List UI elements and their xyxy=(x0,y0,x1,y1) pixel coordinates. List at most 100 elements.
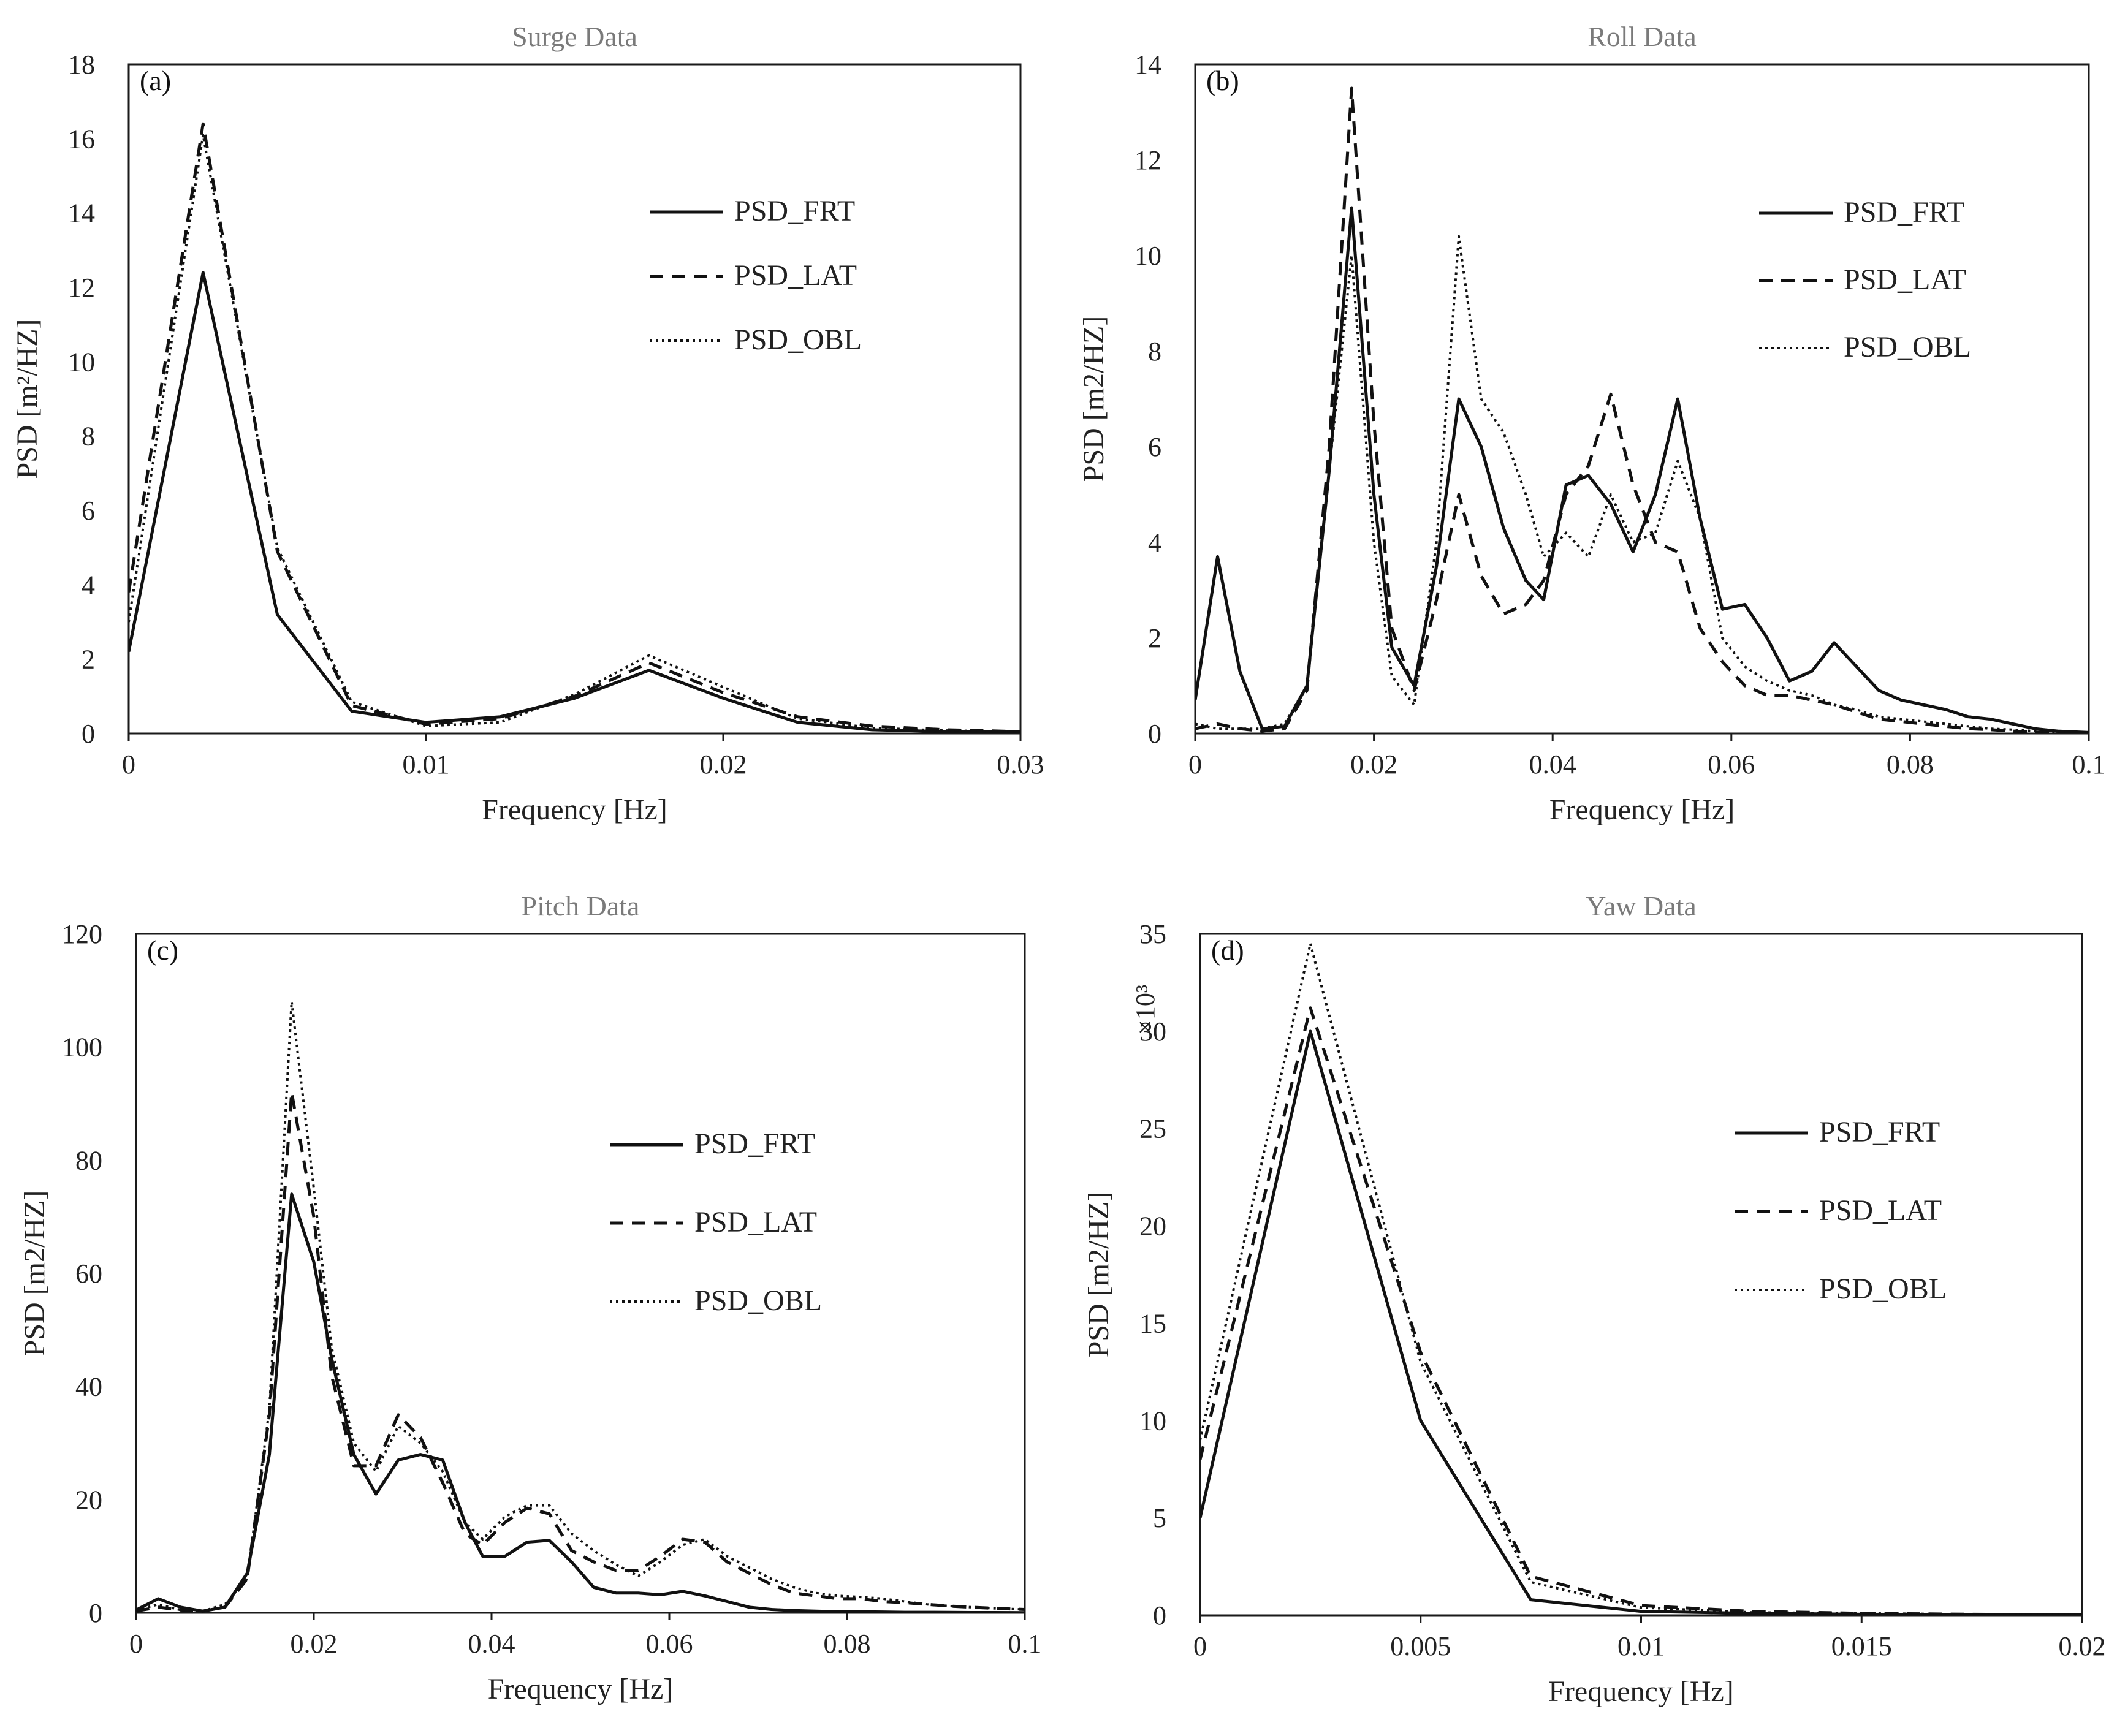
y-tick-label: 8 xyxy=(82,422,95,452)
y-axis-label: PSD [m2/HZ] xyxy=(1082,1192,1115,1358)
panel-a: Surge Data (a) 0 0.01 0.02 0.03 0 2 4 6 8 10 12 14 16 1… xyxy=(11,21,1044,826)
chart-title: Pitch Data xyxy=(522,890,640,922)
series-line-psd-lat xyxy=(129,122,1020,733)
legend-label: PSD_FRT xyxy=(694,1128,815,1160)
series-line-psd-frt xyxy=(136,1192,1025,1613)
y-axis-label: PSD [m2/HZ] xyxy=(18,1191,51,1357)
x-tick-label: 0.04 xyxy=(1529,749,1576,779)
series-line-psd-lat xyxy=(136,1091,1025,1613)
legend: PSD_FRT PSD_LAT PSD_OBL xyxy=(610,1128,822,1317)
x-tick-label: 0.08 xyxy=(1887,749,1934,779)
y-tick-label: 10 xyxy=(1139,1406,1166,1436)
y-tick-label: 20 xyxy=(1139,1211,1166,1241)
y-tick-label: 14 xyxy=(1135,50,1161,80)
y-axis-label: PSD [m2/HZ] xyxy=(1078,316,1110,482)
y-tick-label: 10 xyxy=(1135,241,1161,271)
y-tick-label: 12 xyxy=(68,273,95,303)
series-line-psd-frt xyxy=(1200,1029,2082,1615)
x-axis-label: Frequency [Hz] xyxy=(1548,1675,1734,1708)
panel-d: Yaw Data (d) ×10³ 0 0.005 0.01 0.015 0.02 0 5 10 15… xyxy=(1082,890,2106,1708)
y-tick-label: 35 xyxy=(1139,919,1166,949)
series-line-psd-obl xyxy=(1200,942,2082,1615)
x-tick-label: 0 xyxy=(1193,1631,1207,1661)
x-axis-label: Frequency [Hz] xyxy=(482,794,667,826)
x-tick-label: 0 xyxy=(1188,749,1202,779)
y-tick-label: 6 xyxy=(1148,432,1161,462)
x-tick-label: 0.01 xyxy=(403,749,450,779)
series-line-psd-obl xyxy=(129,134,1020,733)
x-tick-label: 0.04 xyxy=(468,1629,515,1659)
x-tick-label: 0 xyxy=(129,1629,143,1659)
y-multiplier: ×10³ xyxy=(1130,985,1160,1035)
y-tick-label: 40 xyxy=(75,1372,102,1402)
x-tick-label: 0.03 xyxy=(997,749,1044,779)
x-tick-label: 0.02 xyxy=(291,1629,338,1659)
y-tick-label: 6 xyxy=(82,496,95,526)
y-tick-label: 18 xyxy=(68,50,95,80)
series-line-psd-frt xyxy=(1195,206,2089,733)
y-tick-label: 30 xyxy=(1139,1017,1166,1047)
x-tick-label: 0.015 xyxy=(1831,1631,1892,1661)
legend: PSD_FRT PSD_LAT PSD_OBL xyxy=(1759,196,1971,363)
series-line-psd-lat xyxy=(1195,86,2089,733)
legend-label: PSD_OBL xyxy=(1819,1273,1947,1305)
panel-c: Pitch Data (c) 0 0.02 0.04 0.06 0.08 0.1 0 20 40 60… xyxy=(18,890,1042,1705)
y-tick-label: 0 xyxy=(1153,1601,1166,1631)
y-tick-label: 15 xyxy=(1139,1308,1166,1338)
y-tick-label: 8 xyxy=(1148,336,1161,366)
y-tick-label: 0 xyxy=(82,719,95,749)
legend-label: PSD_OBL xyxy=(1844,331,1971,363)
x-tick-label: 0.02 xyxy=(700,749,747,779)
legend-label: PSD_LAT xyxy=(694,1206,817,1238)
series-line-psd-lat xyxy=(1200,1006,2082,1615)
y-tick-label: 60 xyxy=(75,1259,102,1289)
y-axis-label: PSD [m²/HZ] xyxy=(11,319,44,479)
y-tick-label: 100 xyxy=(62,1033,102,1063)
plot-frame xyxy=(127,63,1022,735)
x-tick-label: 0.02 xyxy=(1350,749,1397,779)
x-tick-label: 0.08 xyxy=(824,1629,871,1659)
legend-label: PSD_OBL xyxy=(694,1284,822,1317)
panel-label: (b) xyxy=(1206,65,1239,96)
plot-frame xyxy=(1199,933,2083,1617)
x-tick-label: 0.1 xyxy=(2072,749,2106,779)
chart-title: Yaw Data xyxy=(1586,890,1697,922)
x-axis-label: Frequency [Hz] xyxy=(1549,794,1735,826)
panel-b: Roll Data (b) 0 0.02 0.04 0.06 0.08 0.1 0 2 4 6 8 10 1… xyxy=(1078,21,2106,826)
x-tick-label: 0.02 xyxy=(2059,1631,2106,1661)
legend-label: PSD_LAT xyxy=(1819,1194,1942,1227)
x-axis-label: Frequency [Hz] xyxy=(488,1673,674,1705)
legend-label: PSD_LAT xyxy=(734,259,857,292)
legend: PSD_FRT PSD_LAT PSD_OBL xyxy=(650,195,862,356)
legend-label: PSD_FRT xyxy=(1819,1116,1940,1148)
y-tick-label: 25 xyxy=(1139,1114,1166,1144)
panel-label: (d) xyxy=(1211,934,1244,966)
legend-label: PSD_OBL xyxy=(734,324,862,356)
plot-frame xyxy=(1194,63,2090,735)
y-tick-label: 4 xyxy=(1148,528,1161,558)
x-tick-label: 0.005 xyxy=(1390,1631,1451,1661)
y-tick-label: 12 xyxy=(1135,145,1161,175)
legend: PSD_FRT PSD_LAT PSD_OBL xyxy=(1735,1116,1947,1305)
series-line-psd-obl xyxy=(1195,235,2089,733)
x-tick-label: 0.1 xyxy=(1008,1629,1042,1659)
x-tick-label: 0 xyxy=(122,749,135,779)
x-tick-label: 0.06 xyxy=(1708,749,1755,779)
x-tick-label: 0.01 xyxy=(1617,1631,1665,1661)
panel-label: (c) xyxy=(147,934,178,966)
y-tick-label: 120 xyxy=(62,919,102,949)
y-tick-label: 0 xyxy=(1148,719,1161,749)
series-line-psd-frt xyxy=(129,271,1020,733)
panel-label: (a) xyxy=(140,65,171,96)
legend-label: PSD_LAT xyxy=(1844,263,1966,296)
series-line-psd-obl xyxy=(136,1000,1025,1613)
legend-label: PSD_FRT xyxy=(734,195,855,227)
y-tick-label: 14 xyxy=(68,199,95,229)
chart-title: Surge Data xyxy=(512,21,637,52)
chart-title: Roll Data xyxy=(1587,21,1697,52)
y-tick-label: 2 xyxy=(82,645,95,675)
x-tick-label: 0.06 xyxy=(646,1629,693,1659)
y-tick-label: 16 xyxy=(68,124,95,154)
y-tick-label: 80 xyxy=(75,1145,102,1175)
